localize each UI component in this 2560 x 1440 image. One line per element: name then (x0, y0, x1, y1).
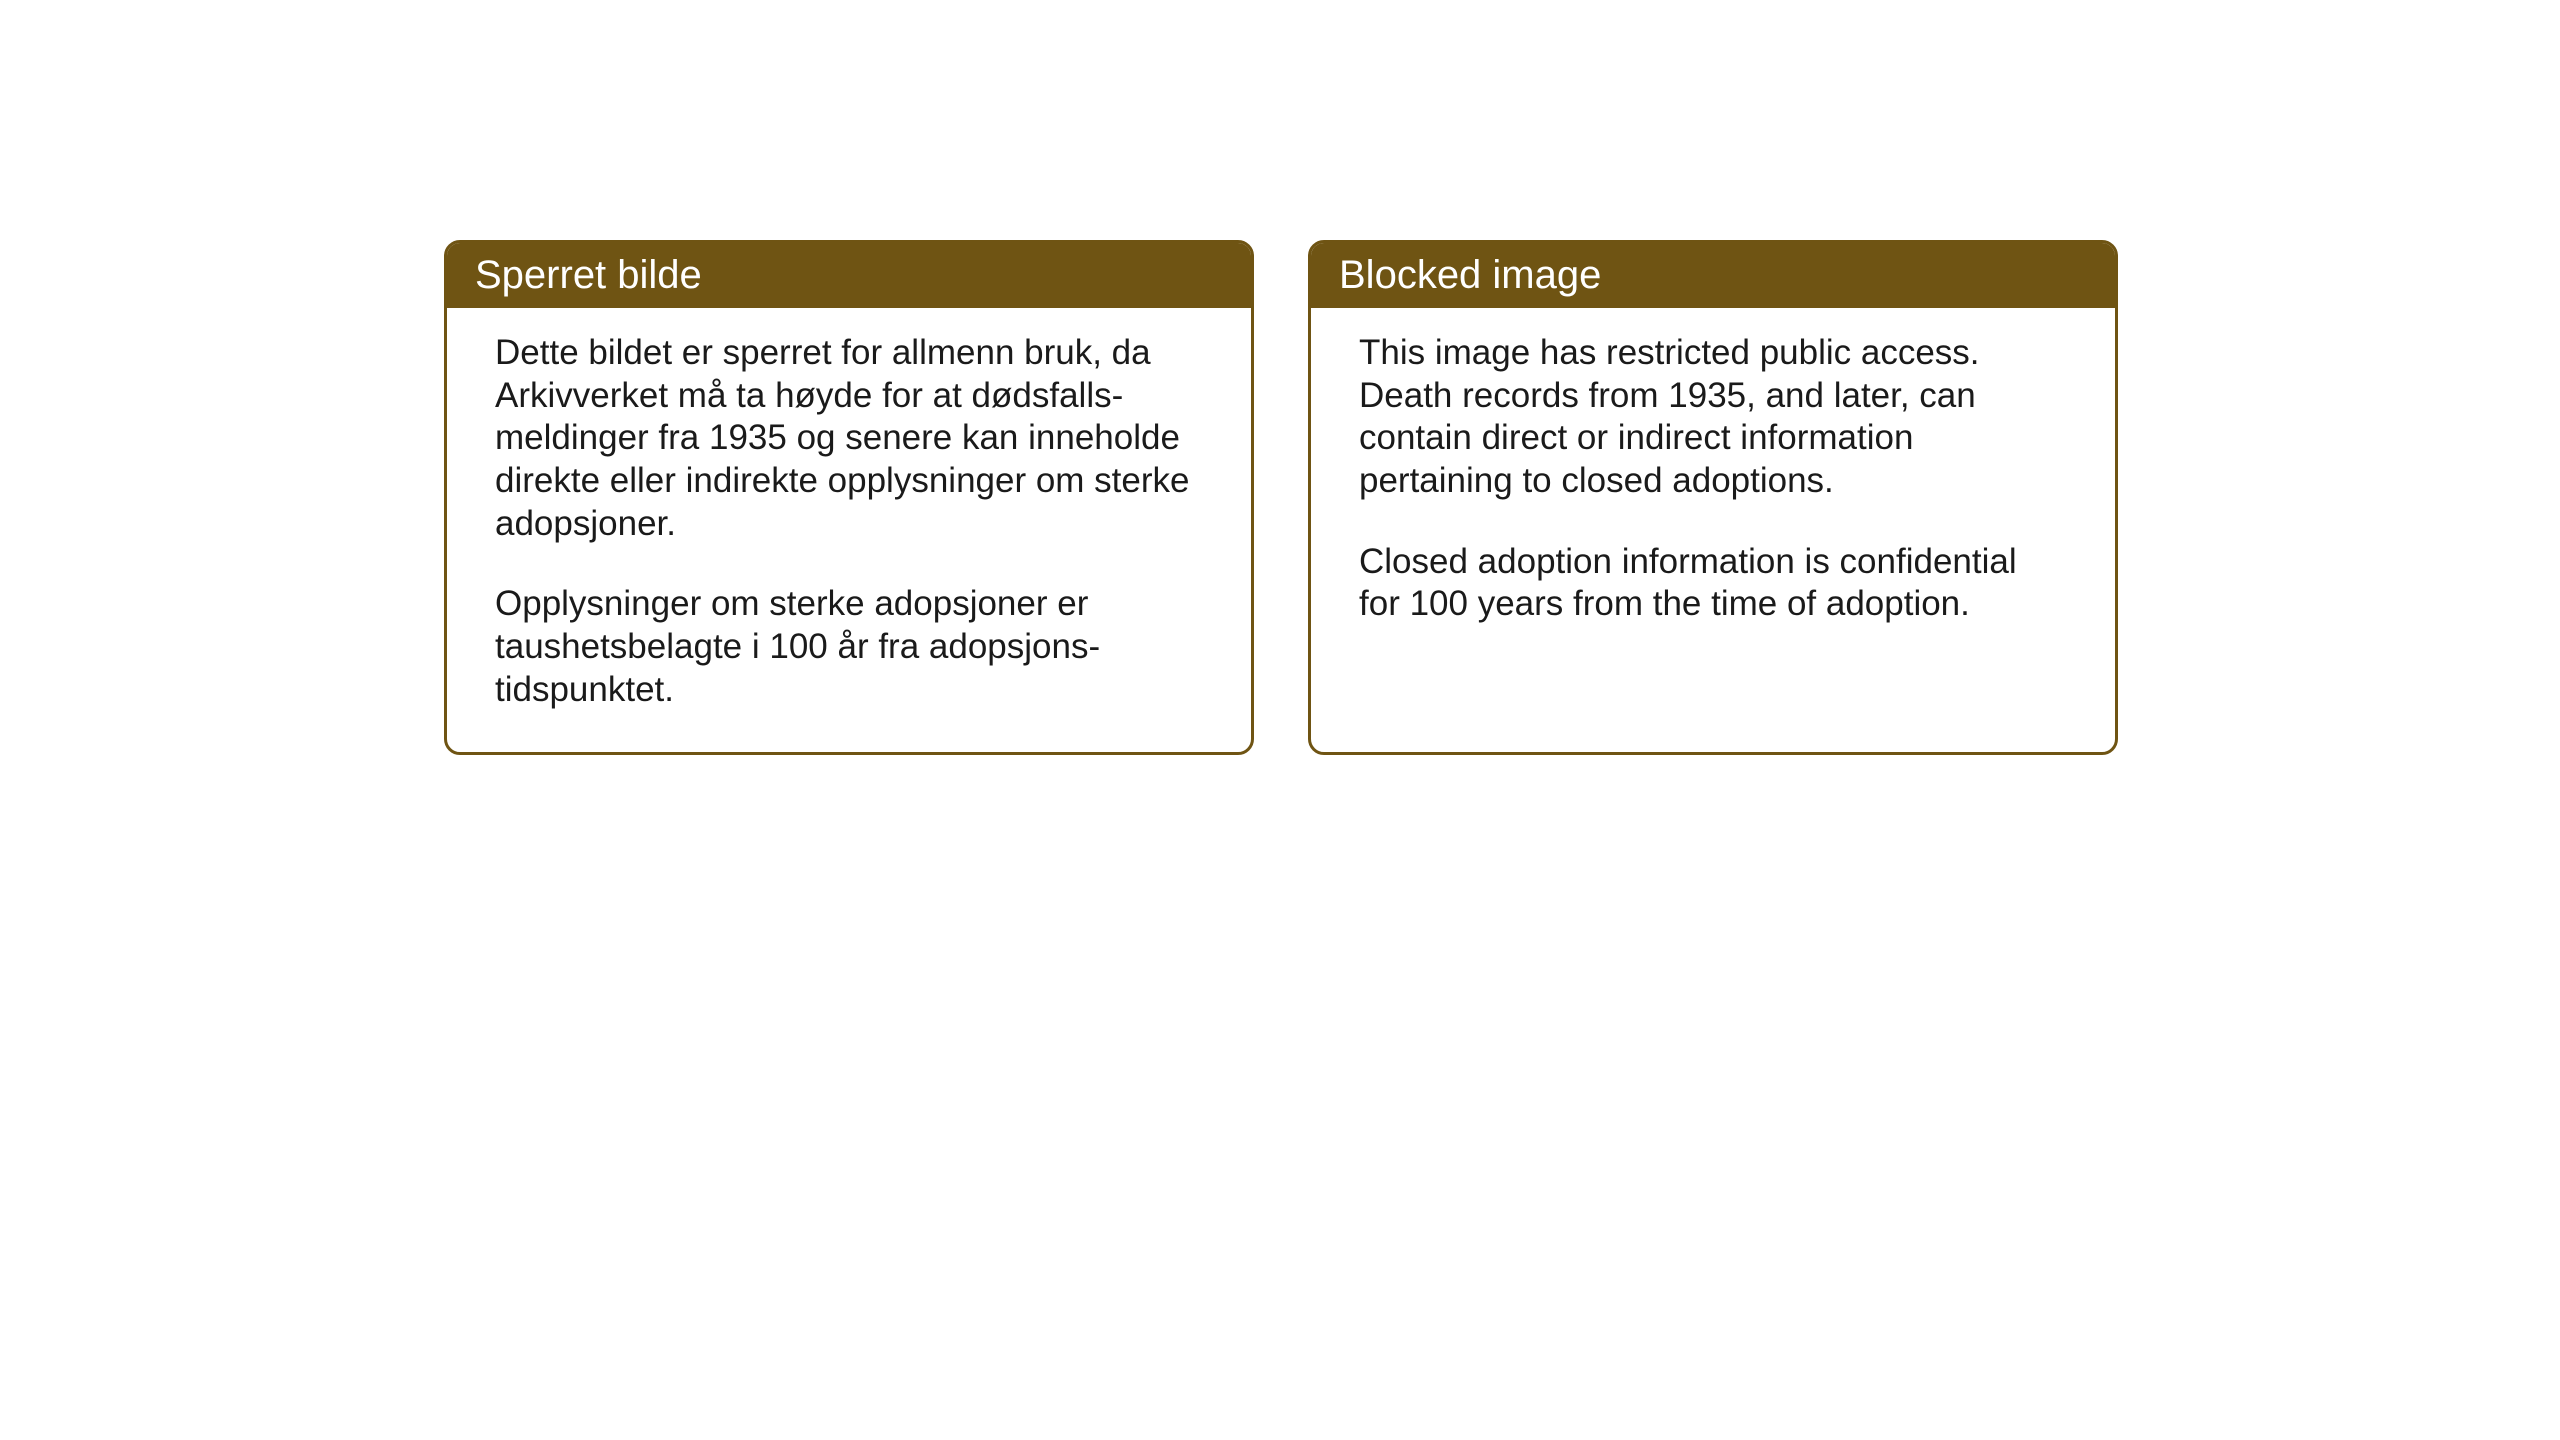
card-title: Blocked image (1339, 253, 1601, 297)
card-paragraph: Dette bildet er sperret for allmenn bruk… (495, 332, 1203, 545)
notice-card-norwegian: Sperret bilde Dette bildet er sperret fo… (444, 240, 1254, 755)
card-paragraph: This image has restricted public access.… (1359, 332, 2067, 503)
card-body-english: This image has restricted public access.… (1311, 308, 2115, 728)
notice-card-english: Blocked image This image has restricted … (1308, 240, 2118, 755)
card-header-norwegian: Sperret bilde (447, 243, 1251, 308)
notice-container: Sperret bilde Dette bildet er sperret fo… (444, 240, 2118, 755)
card-paragraph: Opplysninger om sterke adopsjoner er tau… (495, 583, 1203, 711)
card-paragraph: Closed adoption information is confident… (1359, 541, 2067, 626)
card-title: Sperret bilde (475, 253, 702, 297)
card-body-norwegian: Dette bildet er sperret for allmenn bruk… (447, 308, 1251, 752)
card-header-english: Blocked image (1311, 243, 2115, 308)
